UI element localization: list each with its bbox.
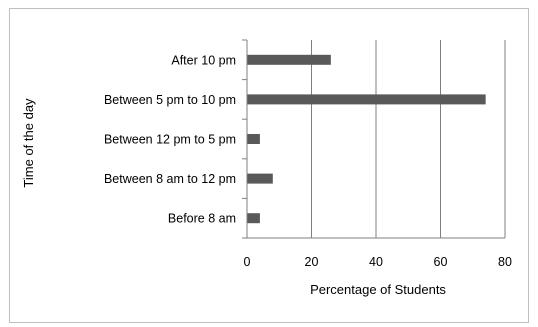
- bar: [247, 94, 486, 105]
- category-label: Between 12 pm to 5 pm: [104, 133, 236, 147]
- category-label: Between 8 am to 12 pm: [104, 172, 236, 186]
- category-labels: Before 8 am Between 8 am to 12 pm Between …: [104, 53, 236, 225]
- bar: [247, 213, 260, 224]
- bar: [247, 173, 273, 184]
- x-tick-label: 20: [305, 255, 319, 269]
- x-tick-label: 40: [369, 255, 383, 269]
- bar: [247, 134, 260, 144]
- gridlines: [311, 40, 506, 238]
- x-tick-label: 0: [244, 255, 251, 269]
- axes: [242, 39, 505, 239]
- x-tick-label: 80: [498, 255, 512, 269]
- category-label: Between 5 pm to 10 pm: [104, 93, 236, 107]
- y-axis-title: Time of the day: [21, 98, 36, 188]
- x-tick-labels: 0 20 40 60 80: [244, 255, 512, 269]
- category-label: After 10 pm: [171, 53, 236, 67]
- x-tick-label: 60: [434, 255, 448, 269]
- bars: [247, 54, 486, 224]
- bar: [247, 54, 331, 65]
- x-axis-title: Percentage of Students: [310, 282, 446, 297]
- category-label: Before 8 am: [168, 212, 236, 226]
